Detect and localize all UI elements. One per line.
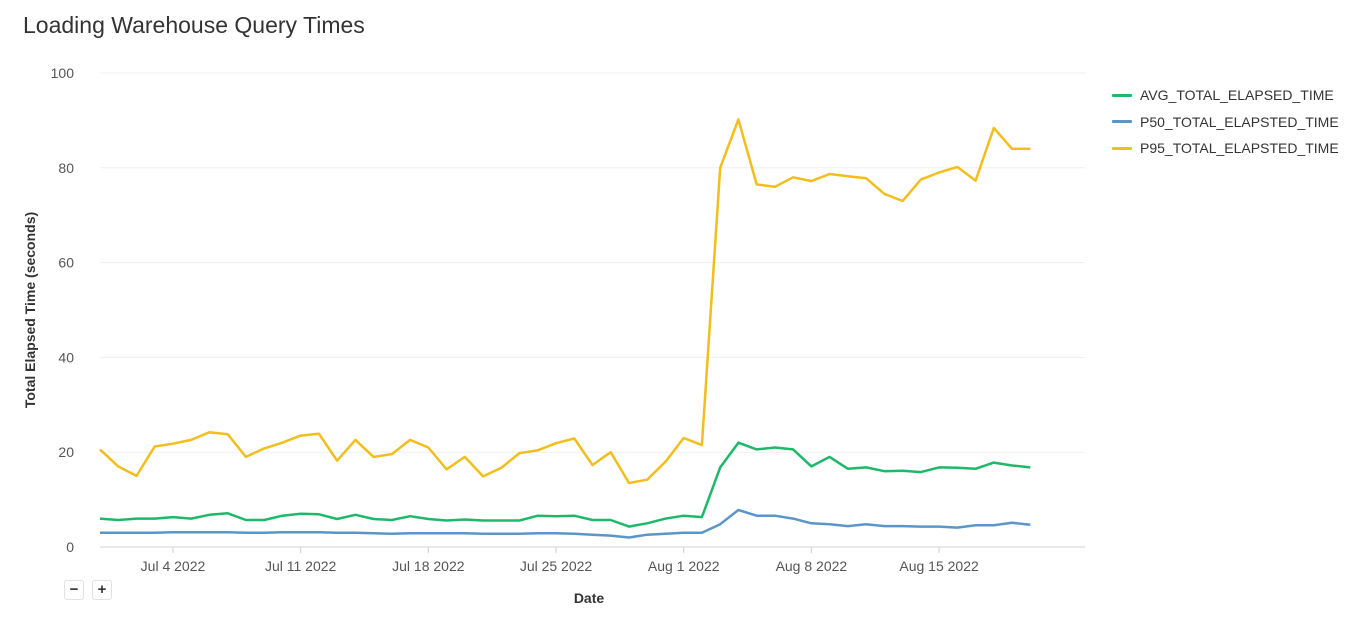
series-line-p95-total-elapsted-time[interactable] <box>99 118 1031 485</box>
legend-swatch <box>1112 120 1132 124</box>
legend-label: P50_TOTAL_ELAPSTED_TIME <box>1140 113 1339 130</box>
y-tick-label: 60 <box>58 255 74 271</box>
legend-item[interactable]: P50_TOTAL_ELAPSTED_TIME <box>1112 109 1339 136</box>
axes: Total Elapsed Time (seconds) Date 0 20 40 6… <box>22 65 979 606</box>
y-tick-label: 40 <box>58 349 74 365</box>
x-tick-label: Jul 4 2022 <box>141 558 206 574</box>
legend-item[interactable]: AVG_TOTAL_ELAPSED_TIME <box>1112 82 1339 109</box>
series-lines <box>99 118 1031 539</box>
grid-lines <box>100 72 1085 548</box>
x-tick-label: Aug 15 2022 <box>899 558 979 574</box>
x-tick-label: Jul 18 2022 <box>392 558 465 574</box>
legend-label: P95_TOTAL_ELAPSTED_TIME <box>1140 140 1339 157</box>
zoom-out-button[interactable]: − <box>64 580 84 600</box>
x-tick-label: Jul 11 2022 <box>265 558 337 574</box>
legend-label: AVG_TOTAL_ELAPSED_TIME <box>1140 87 1334 104</box>
x-tick-label: Aug 1 2022 <box>648 558 720 574</box>
y-tick-label: 20 <box>58 444 74 460</box>
legend-swatch <box>1112 93 1132 97</box>
x-tick-label: Aug 8 2022 <box>776 558 848 574</box>
chart-legend: AVG_TOTAL_ELAPSED_TIME P50_TOTAL_ELAPSTED… <box>1112 82 1339 162</box>
x-tick-label: Jul 25 2022 <box>520 558 593 574</box>
series-line-p50-total-elapsted-time[interactable] <box>100 508 1031 539</box>
y-tick-label: 0 <box>66 539 74 555</box>
zoom-in-button[interactable]: + <box>92 580 112 600</box>
legend-item[interactable]: P95_TOTAL_ELAPSTED_TIME <box>1112 135 1339 162</box>
x-axis-label: Date <box>574 590 605 606</box>
series-line-avg-total-elapsed-time[interactable] <box>99 441 1031 528</box>
y-tick-label: 100 <box>51 65 75 81</box>
chart-title: Loading Warehouse Query Times <box>23 12 365 38</box>
legend-swatch <box>1112 146 1132 150</box>
y-tick-label: 80 <box>58 160 74 176</box>
y-axis-label: Total Elapsed Time (seconds) <box>22 212 38 408</box>
